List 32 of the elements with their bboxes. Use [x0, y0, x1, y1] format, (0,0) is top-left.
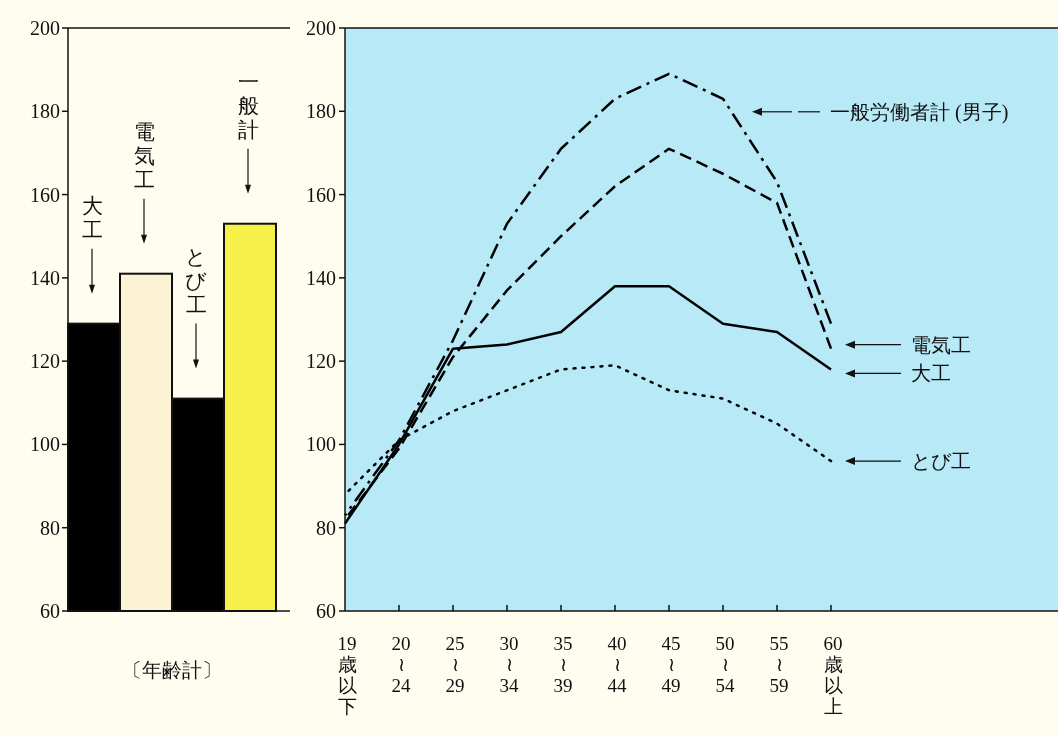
x-tick-label: 30 ≀ 34: [499, 633, 519, 696]
y-tick-label: 80: [316, 516, 336, 539]
y-tick-label: 140: [306, 266, 336, 289]
x-tick-label: 60歳以上: [823, 633, 843, 717]
y-tick-label: 120: [30, 350, 60, 373]
x-tick-label: 40 ≀ 44: [607, 633, 627, 696]
y-tick-label: 180: [30, 100, 60, 123]
x-tick-label: 35 ≀ 39: [553, 633, 573, 696]
y-tick-label: 160: [30, 183, 60, 206]
y-tick-label: 80: [40, 516, 60, 539]
y-tick-label: 140: [30, 266, 60, 289]
y-tick-label: 200: [30, 17, 60, 39]
x-tick-label: 一般計: [237, 69, 259, 142]
x-tick-label: 55 ≀ 59: [769, 633, 789, 696]
x-tick-label: 50 ≀ 54: [715, 633, 735, 696]
text: 大工: [911, 362, 951, 385]
text: 電気工: [911, 333, 971, 356]
y-tick-label: 180: [306, 100, 336, 123]
y-tick-label: 100: [30, 433, 60, 456]
x-tick-label: 20 ≀ 24: [391, 633, 411, 696]
x-axis-title: 〔年齢計〕: [122, 659, 222, 681]
y-tick-label: 160: [306, 183, 336, 206]
y-tick-label: 60: [40, 600, 60, 622]
text: とび工: [911, 450, 971, 473]
x-tick-label: 25 ≀ 29: [445, 633, 465, 696]
y-tick-label: 200: [306, 17, 336, 39]
y-tick-label: 60: [316, 600, 336, 622]
text: 一般労働者計 (男子): [830, 100, 1009, 124]
x-tick-label: 45 ≀ 49: [661, 633, 681, 696]
y-tick-label: 120: [306, 350, 336, 373]
x-tick-label: 19歳以下: [337, 633, 357, 717]
y-tick-label: 100: [306, 433, 336, 456]
